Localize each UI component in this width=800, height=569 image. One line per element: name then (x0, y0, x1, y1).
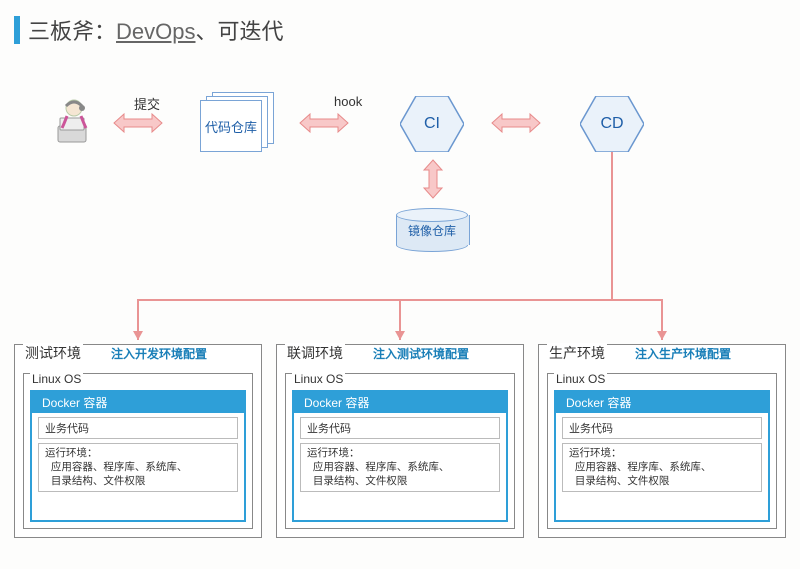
docker-header: Docker 容器 (32, 392, 244, 413)
runtime-row: 运行环境： 应用容器、程序库、系统库、 目录结构、文件权限 (300, 443, 500, 492)
env-inject: 注入生产环境配置 (635, 345, 731, 362)
os-box: Linux OS Docker 容器业务代码运行环境： 应用容器、程序库、系统库、… (285, 373, 515, 529)
os-box: Linux OS Docker 容器业务代码运行环境： 应用容器、程序库、系统库、… (23, 373, 253, 529)
env-inject: 注入测试环境配置 (373, 345, 469, 362)
docker-box: Docker 容器业务代码运行环境： 应用容器、程序库、系统库、 目录结构、文件… (30, 390, 246, 522)
os-label: Linux OS (292, 372, 345, 386)
env-box-1: 联调环境 注入测试环境配置 Linux OS Docker 容器业务代码运行环境： 应… (276, 344, 524, 538)
env-box-0: 测试环境 注入开发环境配置 Linux OS Docker 容器业务代码运行环境： 应… (14, 344, 262, 538)
os-label: Linux OS (30, 372, 83, 386)
docker-header: Docker 容器 (556, 392, 768, 413)
code-row: 业务代码 (562, 417, 762, 439)
os-box: Linux OS Docker 容器业务代码运行环境： 应用容器、程序库、系统库、… (547, 373, 777, 529)
env-name: 生产环境 (547, 343, 607, 363)
env-name: 联调环境 (285, 343, 345, 363)
runtime-row: 运行环境： 应用容器、程序库、系统库、 目录结构、文件权限 (562, 443, 762, 492)
env-name: 测试环境 (23, 343, 83, 363)
code-row: 业务代码 (300, 417, 500, 439)
runtime-row: 运行环境： 应用容器、程序库、系统库、 目录结构、文件权限 (38, 443, 238, 492)
env-box-2: 生产环境 注入生产环境配置 Linux OS Docker 容器业务代码运行环境： 应… (538, 344, 786, 538)
os-label: Linux OS (554, 372, 607, 386)
docker-box: Docker 容器业务代码运行环境： 应用容器、程序库、系统库、 目录结构、文件… (554, 390, 770, 522)
docker-box: Docker 容器业务代码运行环境： 应用容器、程序库、系统库、 目录结构、文件… (292, 390, 508, 522)
env-inject: 注入开发环境配置 (111, 345, 207, 362)
code-row: 业务代码 (38, 417, 238, 439)
docker-header: Docker 容器 (294, 392, 506, 413)
